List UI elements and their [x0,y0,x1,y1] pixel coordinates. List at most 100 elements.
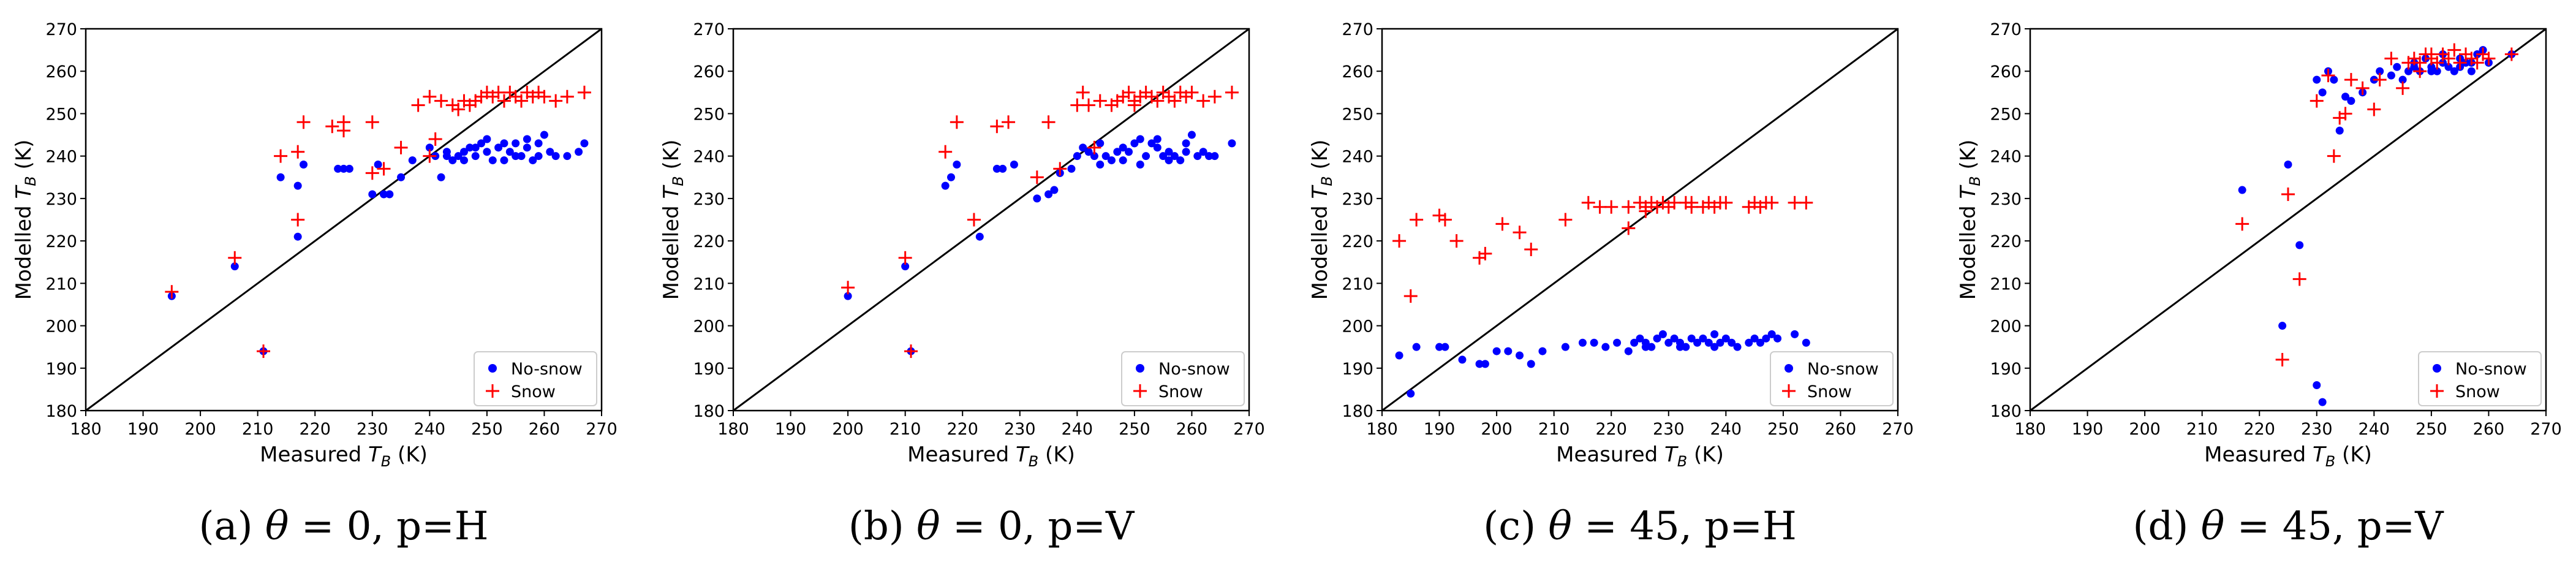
data-point [379,190,388,199]
data-point [512,139,520,148]
data-point [2355,81,2370,95]
legend-label: Snow [1807,382,1852,401]
x-tick-label: 190 [127,420,159,439]
data-point [1458,355,1467,364]
data-point [1079,143,1087,152]
data-point [1693,338,1702,347]
y-tick-label: 190 [1342,360,1373,379]
x-tick-label: 240 [1062,420,1093,439]
data-point [291,145,305,159]
data-point [2384,51,2398,66]
data-point [992,164,1001,173]
data-point [408,156,417,165]
data-point [1205,152,1214,161]
data-point [1410,213,1424,227]
data-point [1750,334,1759,343]
data-point [1176,156,1185,165]
x-tick-label: 270 [1233,420,1265,439]
data-point [1199,148,1207,156]
data-point [2238,186,2246,194]
data-point [2367,102,2381,116]
y-tick-label: 230 [1990,190,2022,209]
data-point [1613,338,1622,347]
data-point [2427,67,2436,75]
data-point [1765,195,1779,210]
data-point [2330,75,2338,84]
x-tick-label: 270 [1882,420,1914,439]
y-tick-label: 270 [1342,20,1373,39]
x-tick-label: 200 [2129,420,2161,439]
x-tick-label: 230 [357,420,388,439]
data-point [1538,347,1547,355]
data-point [1159,152,1168,161]
data-point [537,89,551,104]
data-point [1125,148,1133,156]
data-point [1687,334,1696,343]
data-point [1647,343,1656,351]
data-point [1639,204,1653,218]
data-point [497,94,511,108]
x-tick-label: 250 [471,420,503,439]
x-tick-label: 230 [1653,420,1685,439]
y-tick-label: 190 [45,360,77,379]
series-no-snow [1395,330,1810,398]
y-tick-label: 270 [45,20,77,39]
data-point [437,173,445,181]
x-tick-label: 180 [717,420,749,439]
data-point [459,148,468,156]
data-point [2341,93,2350,101]
legend-marker-nosnow [1136,364,1144,373]
data-point [1207,89,1222,104]
plot-frame [2029,28,2547,412]
x-tick-label: 250 [1119,420,1150,439]
x-tick-label: 220 [946,420,978,439]
data-point [1601,343,1610,351]
data-point [2441,51,2455,66]
data-point [230,262,239,271]
data-point [529,156,537,165]
y-tick-label: 200 [693,317,725,336]
x-tick-label: 180 [1366,420,1398,439]
x-tick-label: 190 [2072,420,2104,439]
data-point [1073,152,1081,161]
data-point [950,115,964,129]
data-point [1187,131,1196,139]
data-point [844,292,852,300]
data-point [1682,343,1690,351]
data-point [1504,347,1513,355]
data-point [2433,67,2441,75]
data-point [1153,135,1161,143]
data-point [1407,389,1415,398]
y-tick-label: 250 [693,105,725,124]
data-point [999,164,1007,173]
panel-caption: (a) θ = 0, p=H [198,504,488,549]
data-point [1773,334,1782,343]
data-point [941,181,950,190]
data-point [337,115,350,129]
data-point [1165,156,1173,165]
data-point [898,251,912,265]
data-point [1624,347,1633,355]
y-tick-label: 260 [45,63,77,82]
y-tick-label: 210 [45,275,77,294]
data-point [1475,360,1484,368]
data-point [1182,139,1190,148]
data-point [953,161,961,169]
data-point [2398,75,2407,84]
data-point [1136,135,1144,143]
data-point [2373,73,2387,87]
y-axis-label: Modelled TB (K) [659,140,687,300]
data-point [2387,71,2395,80]
series-no-snow [2238,46,2516,406]
legend-label: Snow [1158,382,1203,401]
data-point [1653,334,1661,343]
y-axis-label: Modelled TB (K) [1308,140,1335,300]
data-point [1561,343,1569,351]
data-point [300,161,308,169]
data-point [1107,156,1116,165]
data-point [339,164,348,173]
series-snow [1392,195,1813,303]
